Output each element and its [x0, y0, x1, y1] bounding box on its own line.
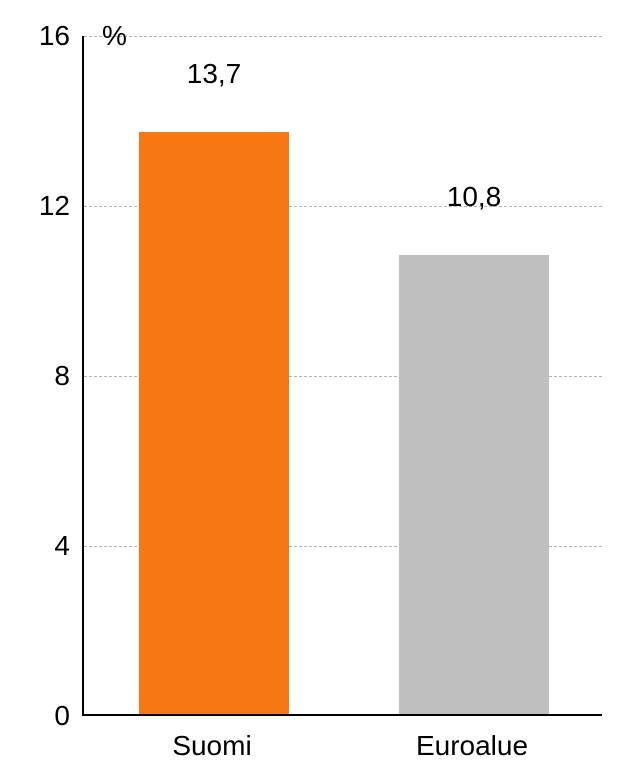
bar-value-label: 10,8 [447, 181, 502, 213]
unit-label: % [102, 20, 127, 52]
y-tick-label: 8 [10, 360, 70, 392]
y-tick-label: 4 [10, 530, 70, 562]
y-tick-label: 0 [10, 700, 70, 732]
bar [399, 255, 550, 714]
x-tick-label: Suomi [172, 730, 251, 762]
plot-area: 13,7 10,8 [82, 36, 602, 716]
y-tick-label: 12 [10, 190, 70, 222]
x-tick-label: Euroalue [416, 730, 528, 762]
bar-value-label: 13,7 [187, 58, 242, 90]
grid-line [84, 36, 602, 37]
y-tick-label: 16 [10, 20, 70, 52]
bar [139, 132, 290, 714]
bar-chart: 13,7 10,8 0 4 8 12 16% Suomi Euroalue [0, 0, 633, 781]
